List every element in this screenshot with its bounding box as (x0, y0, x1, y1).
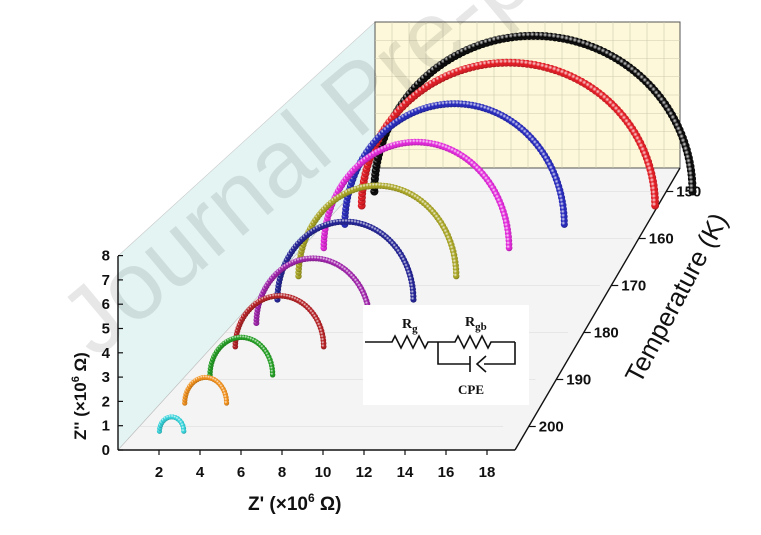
y-tick-label: 5 (102, 321, 110, 338)
series-arc-183 (232, 292, 327, 350)
data-point-shine (410, 296, 417, 303)
data-point-shine (223, 400, 230, 406)
data-point-shine (651, 201, 660, 210)
circuit-wiring (365, 334, 516, 372)
series-arc-162 (320, 138, 513, 252)
x-tick-label: 12 (356, 464, 373, 481)
series-arc-201 (156, 414, 187, 434)
data-point-shine (453, 272, 460, 280)
x-axis-label: Z' (×106 Ω) (248, 491, 342, 515)
inset-box (363, 305, 529, 405)
data-point-shine (560, 220, 568, 228)
data-point-shine (688, 187, 697, 196)
x-tick-label: 6 (237, 464, 245, 481)
y-tick-label: 3 (102, 369, 110, 386)
x-tick-label: 18 (479, 464, 496, 481)
cpe-label: CPE (458, 382, 484, 397)
series-arc-157 (341, 100, 568, 228)
x-axis-label-unit: Ω) (315, 494, 342, 515)
rgb-main: R (465, 315, 476, 330)
rgb-label: Rgb (465, 315, 487, 333)
x-tick-label: 4 (196, 464, 205, 481)
x-tick-label: 8 (278, 464, 286, 481)
temperature-axis-line (514, 167, 681, 451)
y-axis-label: Z'' (×106 Ω) (70, 352, 90, 440)
y-tick-label: 0 (102, 442, 110, 459)
x-axis-label-main: Z' (×10 (248, 494, 308, 515)
x-tick-label: 14 (397, 464, 414, 481)
y-tick-label: 2 (102, 393, 110, 410)
series-arc-189 (207, 334, 276, 378)
y-axis-label-unit: Ω) (71, 352, 90, 376)
x-tick-label: 10 (315, 464, 332, 481)
data-point-shine (269, 372, 276, 378)
temperature-tick-label: 200 (539, 419, 564, 436)
series-arc-178 (253, 255, 373, 327)
rgb-sub: gb (475, 321, 487, 333)
x-tick-label: 16 (438, 464, 455, 481)
series-arc-195 (182, 374, 230, 406)
x-tick-label: 2 (155, 464, 163, 481)
rg-main: R (402, 317, 413, 332)
temperature-tick-label: 160 (649, 231, 674, 248)
rg-sub: g (412, 323, 418, 335)
equivalent-circuit-inset: Rg Rgb CPE (363, 305, 529, 405)
temperature-tick-label: 180 (594, 325, 619, 342)
temperature-tick-label: 190 (566, 372, 591, 389)
y-tick-label: 4 (102, 345, 111, 362)
y-tick-label: 7 (102, 272, 110, 289)
data-point-shine (320, 343, 327, 350)
y-tick-label: 6 (102, 296, 110, 313)
data-point-shine (181, 428, 187, 434)
y-axis-label-main: Z'' (×10 (71, 382, 90, 440)
y-tick-label: 1 (102, 418, 110, 435)
cpe-symbol (475, 355, 487, 373)
data-point-shine (505, 244, 513, 252)
y-tick-label: 8 (102, 248, 110, 265)
rg-label: Rg (402, 317, 418, 335)
temperature-tick-label: 170 (621, 278, 646, 295)
y-axis-label-exp: 6 (70, 376, 82, 382)
x-axis-label-exp: 6 (308, 491, 315, 505)
series-layer (156, 31, 697, 434)
